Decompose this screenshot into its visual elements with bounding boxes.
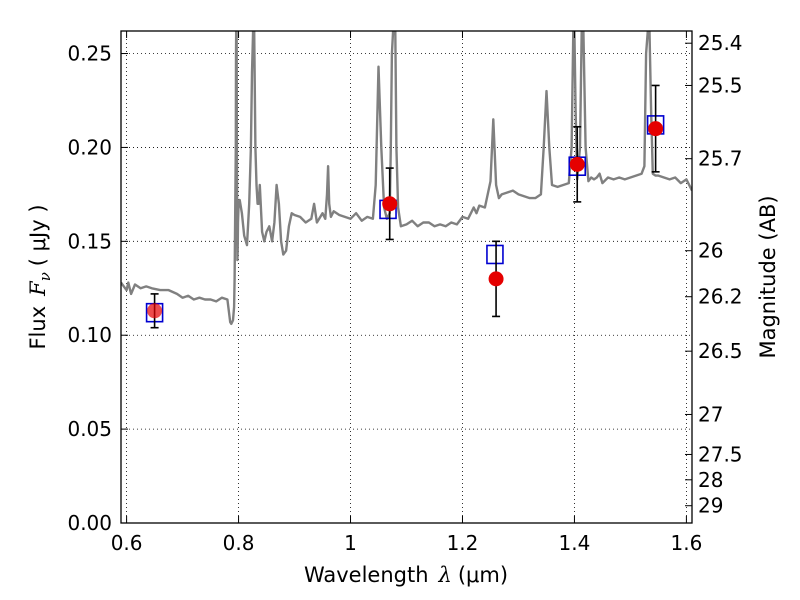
y2-tick-label: 28 <box>698 468 723 492</box>
observed-point <box>147 303 163 319</box>
y-axis-subscript: ν <box>36 272 54 281</box>
data-layer <box>121 31 692 326</box>
grid <box>121 31 692 524</box>
y-axis-title: Flux Fν ( μJy ) <box>26 204 54 349</box>
y-tick-label: 0.10 <box>67 323 112 347</box>
y2-tick-label: 25.5 <box>698 73 743 97</box>
observed-point <box>648 121 664 137</box>
x-tick-label: 1.6 <box>670 531 702 555</box>
y-axis-label: Flux <box>26 306 50 350</box>
ticks: 0.6 0.8 1 1.2 1.4 1.6 0.00 0.05 0.10 0.15 0.20 0.25… <box>67 31 743 555</box>
y-tick-label: 0.00 <box>67 511 112 535</box>
y2-tick-label: 26.2 <box>698 285 743 309</box>
y2-axis-title: Magnitude (AB) <box>756 195 780 358</box>
x-tick-label: 0.6 <box>111 531 143 555</box>
y2-tick-label: 26.5 <box>698 339 743 363</box>
y2-tick-label: 27.5 <box>698 442 743 466</box>
x-axis-unit: (μm) <box>458 563 508 587</box>
y2-tick-label: 25.7 <box>698 147 743 171</box>
y-tick-label: 0.25 <box>67 42 112 66</box>
observed-point <box>382 196 398 212</box>
y-axis-symbol: F <box>26 280 50 297</box>
x-tick-label: 1.4 <box>559 531 591 555</box>
y2-tick-label: 25.4 <box>698 31 743 55</box>
plot-frame <box>120 30 693 524</box>
y-axis-unit: ( μJy ) <box>26 204 50 266</box>
markers <box>145 84 665 329</box>
y2-tick-label: 26 <box>698 239 723 263</box>
spectrum-line <box>121 31 692 326</box>
model-photometry-point <box>486 244 504 265</box>
x-tick-label: 1.2 <box>447 531 479 555</box>
y-tick-label: 0.05 <box>67 417 112 441</box>
x-axis-label: Wavelength <box>304 563 429 587</box>
x-axis-symbol: λ <box>438 563 452 587</box>
x-tick-label: 0.8 <box>223 531 255 555</box>
x-axis-title: Wavelength λ (μm) <box>304 563 508 587</box>
y-tick-label: 0.15 <box>67 229 112 253</box>
observed-point <box>569 156 585 172</box>
observed-point <box>488 271 504 287</box>
y-tick-label: 0.20 <box>67 135 112 159</box>
y2-tick-label: 27 <box>698 402 723 426</box>
y2-tick-label: 29 <box>698 494 723 518</box>
x-tick-label: 1 <box>344 531 357 555</box>
